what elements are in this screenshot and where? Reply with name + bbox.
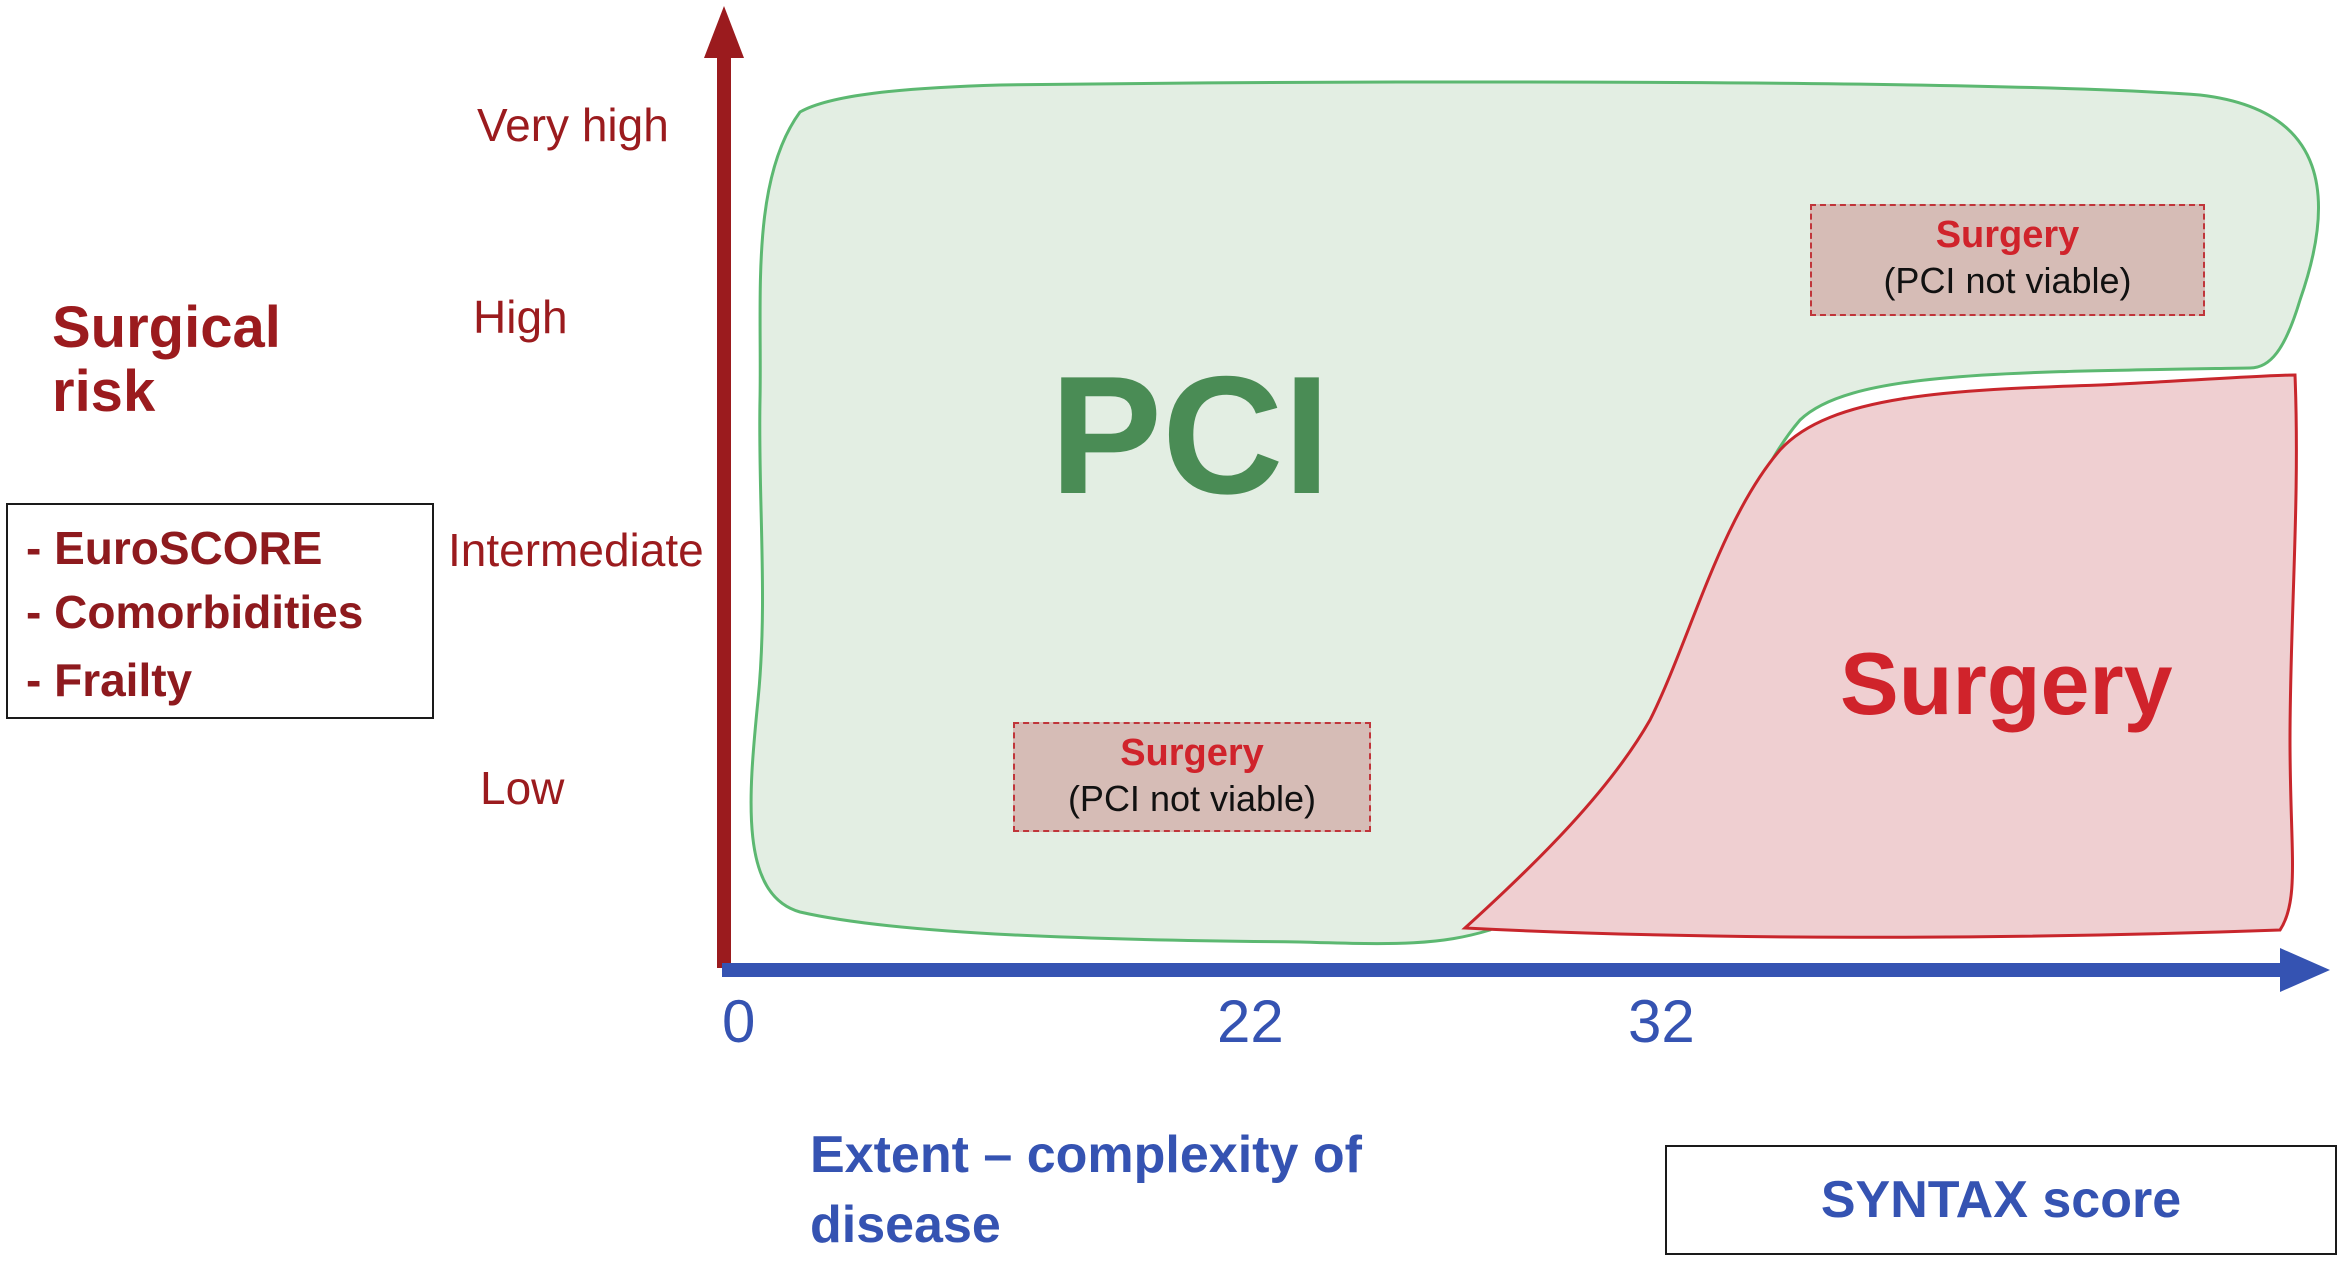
surgery-region xyxy=(1461,373,2298,939)
surgery-label: Surgery xyxy=(1840,634,2173,733)
callout-high-risk-title: Surgery xyxy=(1935,214,2080,256)
x-tick-0: 0 xyxy=(722,988,756,1055)
x-axis-arrowhead xyxy=(2280,948,2330,992)
level-intermediate: Intermediate xyxy=(448,524,704,576)
y-axis-title: Surgical risk xyxy=(52,295,281,424)
factor-euroscore: - EuroSCORE xyxy=(26,522,323,574)
y-axis-arrowhead xyxy=(704,6,744,58)
level-very-high: Very high xyxy=(477,99,669,151)
level-low: Low xyxy=(480,762,565,814)
x-tick-32: 32 xyxy=(1628,988,1695,1055)
callout-low-risk-title: Surgery xyxy=(1120,732,1264,774)
x-axis-label: Extent – complexity of disease xyxy=(810,1126,1362,1254)
callout-low-risk: Surgery (PCI not viable) xyxy=(1013,722,1371,832)
pci-label: PCI xyxy=(1050,341,1331,529)
callout-high-risk-subtitle: (PCI not viable) xyxy=(1883,260,2132,301)
level-high: High xyxy=(473,291,568,343)
callout-low-risk-subtitle: (PCI not viable) xyxy=(1067,778,1317,819)
risk-factors-box: - EuroSCORE - Comorbidities - Frailty xyxy=(6,503,434,719)
syntax-score-label: SYNTAX score xyxy=(1820,1171,2182,1229)
factor-frailty: - Frailty xyxy=(26,654,193,706)
callout-high-risk: Surgery (PCI not viable) xyxy=(1810,204,2205,316)
x-tick-22: 22 xyxy=(1217,988,1284,1055)
syntax-score-box: SYNTAX score xyxy=(1665,1145,2337,1255)
factor-comorbidities: - Comorbidities xyxy=(26,586,364,638)
